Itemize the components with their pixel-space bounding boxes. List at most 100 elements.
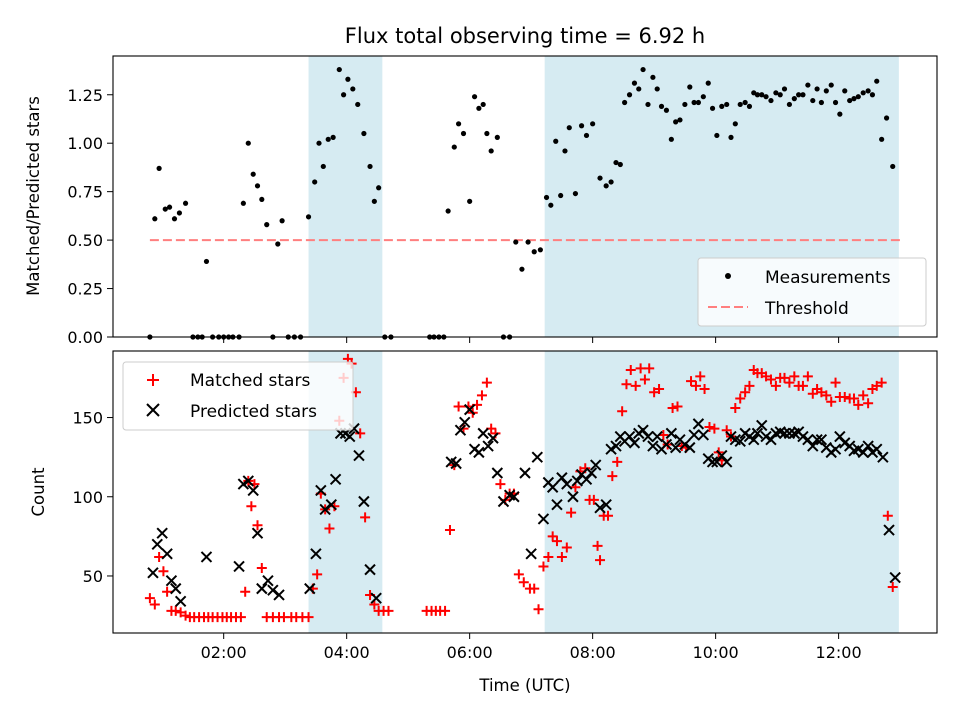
predicted-star-point	[353, 449, 365, 462]
measurement-point	[645, 101, 651, 108]
measurement-point	[525, 239, 531, 245]
matched-star-point	[595, 555, 606, 566]
predicted-star-point	[459, 416, 471, 428]
measurement-point	[245, 140, 251, 146]
matched-star-point	[797, 380, 808, 391]
predicted-star-point	[454, 424, 467, 436]
matched-star-point	[882, 510, 893, 521]
predicted-star-point	[684, 441, 696, 454]
matched-star-point	[453, 401, 464, 412]
measurement-point	[724, 101, 730, 108]
bottom-legend-box	[122, 361, 354, 431]
matched-star-point	[518, 577, 529, 588]
predicted-star-point	[834, 430, 846, 443]
measurement-point	[687, 84, 693, 90]
measurement-point	[578, 123, 585, 129]
measurement-point	[345, 76, 351, 82]
measurement-point	[320, 163, 326, 170]
measurement-point	[254, 183, 261, 189]
matched-star-point	[513, 569, 524, 580]
predicted-star-point	[233, 560, 245, 573]
measurement-point	[275, 241, 281, 247]
predicted-star-point	[551, 498, 563, 511]
matched-star-point	[730, 403, 741, 414]
predicted-star-point	[519, 467, 531, 479]
measurement-point	[796, 92, 802, 98]
legend-predicted-label: Predicted stars	[190, 402, 317, 422]
matched-star-point	[770, 380, 781, 391]
predicted-star-point	[815, 434, 828, 446]
matched-star-point	[784, 377, 795, 388]
measurement-point	[631, 80, 638, 86]
measurement-point	[874, 78, 880, 84]
top-ytick-label: 0.00	[67, 328, 103, 347]
measurement-point	[460, 130, 467, 137]
predicted-star-point	[811, 434, 823, 446]
legend-threshold-label: Threshold	[764, 299, 849, 319]
measurement-point	[376, 185, 382, 191]
measurement-point	[650, 74, 656, 80]
predicted-star-point	[802, 434, 814, 446]
predicted-star-point	[200, 551, 213, 563]
matched-star-point	[529, 583, 540, 594]
predicted-star-point	[344, 430, 356, 443]
matched-star-point	[551, 536, 562, 547]
predicted-star-point	[711, 456, 723, 468]
matched-star-point	[533, 604, 544, 615]
bottom-xtick-label: 08:00	[570, 643, 616, 662]
matched-star-point	[709, 423, 720, 434]
matched-star-point	[735, 393, 746, 404]
predicted-star-point	[262, 575, 274, 587]
matched-star-point	[556, 551, 567, 562]
measurement-point	[553, 138, 559, 144]
matched-star-point	[621, 379, 632, 390]
predicted-star-point	[692, 418, 705, 430]
measurement-point	[162, 206, 168, 212]
predicted-star-point	[807, 440, 819, 452]
matched-star-point	[144, 593, 155, 604]
measurement-point	[818, 99, 824, 106]
measurement-point	[832, 99, 839, 106]
bottom-xtick-label: 06:00	[447, 643, 493, 662]
measurement-point	[558, 192, 564, 199]
predicted-star-point	[237, 478, 250, 490]
measurement-point	[742, 99, 748, 106]
measurement-point	[768, 97, 774, 104]
measurement-point	[340, 92, 347, 98]
bottom-y-axis-label: Count	[29, 467, 48, 517]
matched-star-point	[158, 566, 169, 577]
measurement-point	[754, 92, 761, 98]
measurement-point	[484, 130, 490, 137]
measurement-point	[316, 140, 322, 146]
matched-star-point	[256, 563, 267, 574]
measurement-point	[828, 82, 834, 88]
measurement-point	[166, 204, 173, 210]
predicted-star-point	[651, 430, 663, 443]
matched-star-point	[699, 384, 710, 395]
top-plot-frame	[112, 55, 938, 338]
matched-star-point	[603, 510, 614, 521]
measurement-point	[719, 103, 725, 109]
measurement-point	[548, 202, 554, 208]
matched-star-point	[686, 376, 697, 387]
measurement-point	[837, 111, 843, 117]
predicted-star-point	[161, 548, 173, 560]
top-ytick-label: 1.25	[67, 86, 103, 105]
matched-star-point	[303, 612, 314, 623]
measurement-point	[695, 99, 702, 106]
predicted-star-point	[871, 443, 883, 455]
measurement-point	[176, 210, 183, 216]
predicted-star-point	[778, 427, 791, 440]
matched-star-point	[765, 374, 776, 385]
matched-star-point	[876, 377, 887, 388]
matched-star-point	[826, 396, 837, 407]
top-shaded-interval-0	[308, 56, 383, 337]
measurement-point	[325, 136, 331, 142]
matched-star-point	[740, 387, 751, 398]
matched-star-point	[625, 365, 636, 376]
matched-star-point	[240, 586, 251, 597]
measurement-point	[572, 190, 579, 197]
measurement-point	[691, 99, 697, 106]
measurement-point	[851, 96, 857, 102]
matched-star-point	[617, 406, 628, 417]
